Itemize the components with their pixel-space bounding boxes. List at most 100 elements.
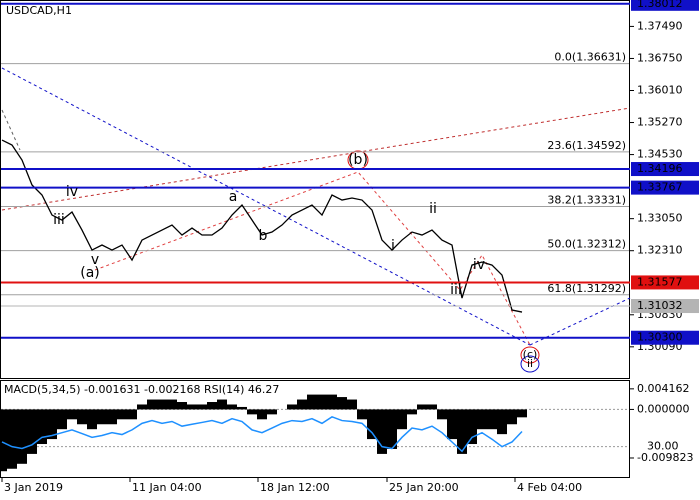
macd-bar	[287, 404, 297, 410]
macd-bar	[57, 409, 67, 430]
y-tick-label: -0.009823	[637, 451, 693, 464]
macd-bar	[357, 409, 367, 420]
macd-bar	[7, 409, 17, 469]
macd-bar	[157, 399, 167, 410]
macd-bar	[327, 394, 337, 410]
wave-circle	[520, 355, 540, 373]
macd-bar	[257, 409, 267, 420]
level-label: 1.30300	[637, 331, 683, 344]
y-tick-label: 1.36010	[637, 83, 683, 96]
macd-bar	[517, 409, 527, 418]
wave-label: v	[91, 252, 99, 268]
y-tick-label: 0.004162	[637, 382, 690, 395]
macd-bar	[427, 404, 437, 410]
y2-tick-label: 30.00	[647, 440, 679, 453]
macd-bar	[397, 409, 407, 430]
wave-label: (c)	[523, 348, 538, 361]
y-tick-label: 1.32310	[637, 244, 683, 257]
macd-bar	[367, 409, 377, 440]
wave-label: (a)	[80, 265, 100, 281]
macd-bar	[187, 404, 197, 410]
macd-bar	[467, 409, 477, 445]
macd-bar	[0, 409, 7, 472]
macd-bar	[167, 399, 177, 410]
level-label: 1.31032	[637, 299, 683, 312]
symbol-label: USDCAD,H1	[6, 4, 72, 17]
main-frame	[0, 0, 630, 379]
y-tick-label: 1.35270	[637, 116, 683, 129]
macd-bar	[107, 409, 117, 425]
macd-bar	[407, 409, 417, 415]
y-tick-label: 1.34530	[637, 148, 683, 161]
x-tick-label: 4 Feb 04:00	[517, 481, 582, 494]
level-label: 1.31577	[637, 275, 683, 288]
y-tick-label: 1.33050	[637, 212, 683, 225]
fib-label: 23.6(1.34592)	[547, 139, 626, 152]
wave-label: ii	[527, 357, 533, 370]
macd-bar	[297, 399, 307, 410]
macd-bar	[17, 409, 27, 464]
macd-bar	[337, 397, 347, 410]
level-box	[631, 162, 699, 177]
wave-label: iii	[450, 282, 462, 298]
x-tick-label: 25 Jan 20:00	[389, 481, 459, 494]
macd-bar	[177, 402, 187, 410]
macd-bar	[247, 409, 257, 415]
wave-circle	[520, 346, 540, 364]
level-box	[631, 299, 699, 314]
fib-label: 50.0(1.32312)	[547, 238, 626, 251]
fib-label: 61.8(1.31292)	[547, 282, 626, 295]
macd-bar	[67, 409, 77, 420]
wave-label: iv	[66, 184, 78, 200]
wave-line	[1, 109, 21, 151]
level-box	[631, 0, 699, 11]
macd-bar	[197, 404, 207, 410]
level-box	[631, 275, 699, 290]
fib-label: 38.2(1.33331)	[547, 193, 626, 206]
x-tick-label: 11 Jan 04:00	[132, 481, 202, 494]
macd-bar	[417, 404, 427, 410]
macd-bar	[387, 409, 397, 449]
macd-bar	[437, 409, 447, 420]
macd-bar	[27, 409, 37, 454]
wave-label: ii	[429, 201, 437, 217]
macd-bar	[97, 409, 107, 425]
price-line	[1, 139, 523, 313]
macd-bar	[317, 394, 327, 410]
fib-label: 0.0(1.36631)	[554, 51, 626, 64]
level-box	[631, 330, 699, 345]
wave-label: b	[259, 228, 268, 244]
macd-bar	[237, 406, 247, 410]
macd-bar	[227, 404, 237, 410]
level-label: 1.34196	[637, 162, 683, 175]
macd-bar	[447, 409, 457, 440]
level-label: 1.38012	[637, 0, 683, 10]
macd-bar	[77, 409, 87, 425]
macd-bar	[217, 399, 227, 410]
macd-bar	[37, 409, 47, 445]
macd-bar	[507, 409, 517, 425]
y-tick-label: 1.36750	[637, 51, 683, 64]
macd-bar	[207, 402, 217, 410]
macd-bar	[147, 399, 157, 410]
y-tick-label: 1.37490	[637, 19, 683, 32]
macd-bar	[87, 409, 97, 430]
wave-label: iii	[53, 212, 65, 228]
macd-bar	[487, 409, 497, 430]
wave-label: i	[391, 238, 395, 254]
macd-bar	[377, 409, 387, 454]
wave-label: a	[229, 189, 238, 205]
macd-bar	[457, 409, 467, 454]
wave-label: (b)	[348, 152, 368, 168]
level-box	[631, 180, 699, 195]
macd-bar	[477, 409, 487, 430]
wave-line	[94, 171, 531, 346]
level-label: 1.33767	[637, 181, 683, 194]
wave-label: iv	[473, 257, 485, 273]
x-tick-label: 3 Jan 2019	[4, 481, 63, 494]
macd-bar	[347, 399, 357, 410]
macd-bar	[497, 409, 507, 435]
macd-bar	[127, 409, 137, 420]
indicator-label: MACD(5,34,5) -0.001631 -0.002168 RSI(14)…	[4, 383, 279, 396]
